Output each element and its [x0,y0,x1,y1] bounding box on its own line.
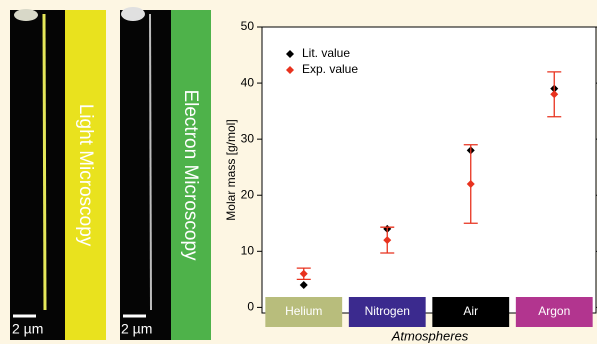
y-tick-label: 10 [241,243,255,257]
scale-label: 2 µm [12,321,43,337]
y-tick-label: 20 [241,187,255,201]
y-tick-label: 0 [247,300,254,314]
y-tick-label: 30 [241,131,255,145]
figure: Light Microscopy 2 µm Electron Microscop… [0,0,597,344]
scale-label: 2 µm [121,321,152,337]
legend-label: Lit. value [302,46,350,60]
y-tick-label: 40 [241,75,255,89]
nanowire [44,14,45,310]
legend-label: Exp. value [302,62,358,76]
x-axis-label: Atmospheres [391,328,469,343]
y-tick-label: 50 [241,19,255,33]
panel-label: Light Microscopy [75,104,96,247]
x-tick-label: Nitrogen [365,304,410,318]
wire-tip [121,7,145,21]
x-tick-label: Argon [538,304,570,318]
x-tick-label: Air [463,304,478,318]
x-tick-label: Helium [285,304,322,318]
chart: Molar mass [g/mol] Atmospheres [224,27,596,343]
nanowire [150,14,151,310]
microscopy-image [10,10,65,340]
wire-tip [14,9,38,21]
y-axis-label: Molar mass [g/mol] [224,119,238,220]
panel-label: Electron Microscopy [180,89,201,261]
microscopy-image [120,10,171,340]
